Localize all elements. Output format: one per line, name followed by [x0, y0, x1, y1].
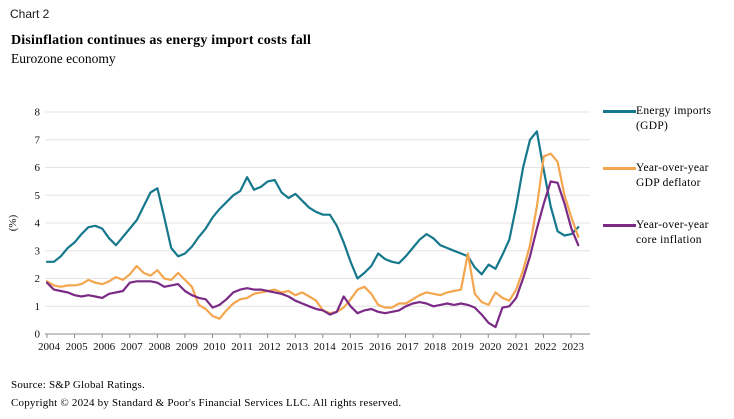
chart-legend: Energy imports (GDP) Year-over-year GDP def… — [603, 0, 734, 419]
y-axis-title: (%) — [7, 214, 19, 231]
x-axis-tick-label: 2020 — [479, 341, 502, 353]
x-axis-tick-label: 2022 — [534, 341, 556, 353]
x-axis-tick-label: 2005 — [66, 341, 89, 353]
legend-item-energy-imports: Energy imports (GDP) — [603, 104, 711, 134]
legend-label-core-inflation: Year-over-year core inflation — [636, 219, 709, 246]
chart-title: Disinflation continues as energy import … — [11, 33, 312, 48]
chart-number-label: Chart 2 — [10, 7, 50, 21]
line-chart-plot-area: 0 1 2 3 4 5 6 7 8 2004 2005 2006 2007 2008 2009 2010 201… — [7, 107, 590, 353]
x-axis-tick-label: 2006 — [93, 341, 116, 353]
y-axis-tick-label: 5 — [35, 190, 41, 202]
y-axis-tick-label: 1 — [35, 301, 41, 313]
x-axis-tick-label: 2013 — [286, 341, 309, 353]
x-axis-tick-label: 2011 — [231, 341, 253, 353]
legend-swatch-energy-imports — [603, 110, 636, 113]
x-axis-tick-label: 2008 — [148, 341, 171, 353]
legend-swatch-core-inflation — [603, 224, 636, 227]
x-axis-tick-label: 2023 — [562, 341, 585, 353]
y-axis-tick-label: 3 — [35, 245, 41, 257]
legend-label-gdp-deflator: Year-over-year GDP deflator — [636, 162, 709, 189]
x-axis-tick-label: 2004 — [38, 341, 61, 353]
x-axis-tick-label: 2009 — [176, 341, 199, 353]
x-axis-tick-label: 2021 — [507, 341, 529, 353]
x-axis-tick-label: 2007 — [121, 341, 144, 353]
series-line-gdp-deflator — [45, 152, 580, 320]
x-axis-tick-label: 2010 — [203, 341, 226, 353]
y-axis-tick-label: 6 — [35, 162, 41, 174]
y-axis-tick-label: 2 — [35, 273, 41, 285]
x-axis-tick-label: 2014 — [314, 341, 337, 353]
legend-item-core-inflation: Year-over-year core inflation — [603, 218, 709, 248]
x-axis-tick-label: 2016 — [369, 341, 392, 353]
y-axis-tick-label: 8 — [35, 107, 41, 119]
source-note: Source: S&P Global Ratings. — [11, 379, 145, 391]
x-axis-tick-label: 2018 — [424, 341, 447, 353]
x-axis-tick-label: 2017 — [397, 341, 420, 353]
legend-item-gdp-deflator: Year-over-year GDP deflator — [603, 161, 709, 191]
chart-subtitle: Eurozone economy — [11, 51, 116, 66]
x-axis-tick-label: 2012 — [259, 341, 281, 353]
series-line-core-inflation — [45, 180, 580, 329]
series-line-energy-imports — [45, 130, 580, 280]
x-axis-tick-label: 2015 — [341, 341, 364, 353]
copyright-note: Copyright © 2024 by Standard & Poor's Fi… — [11, 397, 402, 409]
x-axis-tick-label: 2019 — [452, 341, 475, 353]
legend-label-energy-imports: Energy imports (GDP) — [636, 105, 712, 132]
y-axis-tick-label: 4 — [35, 218, 41, 230]
legend-swatch-gdp-deflator — [603, 167, 636, 170]
y-axis-tick-label: 0 — [35, 329, 41, 341]
y-axis-tick-label: 7 — [35, 134, 41, 146]
